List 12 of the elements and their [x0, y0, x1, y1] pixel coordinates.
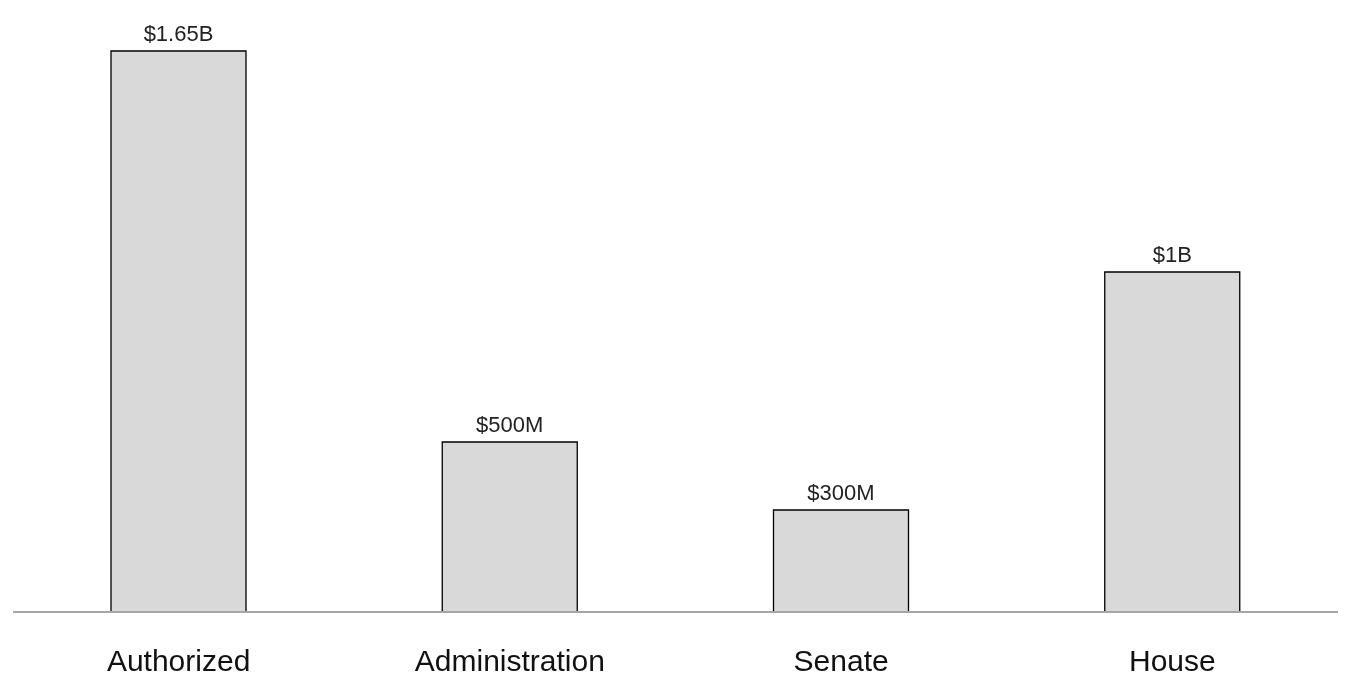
data-label: $300M [807, 480, 875, 505]
x-tick-label: Authorized [106, 644, 251, 678]
x-tick-label: Administration [414, 644, 605, 678]
x-tick-label: House [1129, 644, 1216, 678]
bar [441, 441, 578, 613]
data-label: $1.65B [143, 21, 214, 46]
x-tick-label: Senate [793, 644, 889, 678]
data-label: $500M [476, 412, 544, 437]
bar [772, 509, 910, 613]
bar [1104, 271, 1241, 613]
data-label: $1B [1152, 242, 1192, 267]
bar [110, 50, 247, 613]
